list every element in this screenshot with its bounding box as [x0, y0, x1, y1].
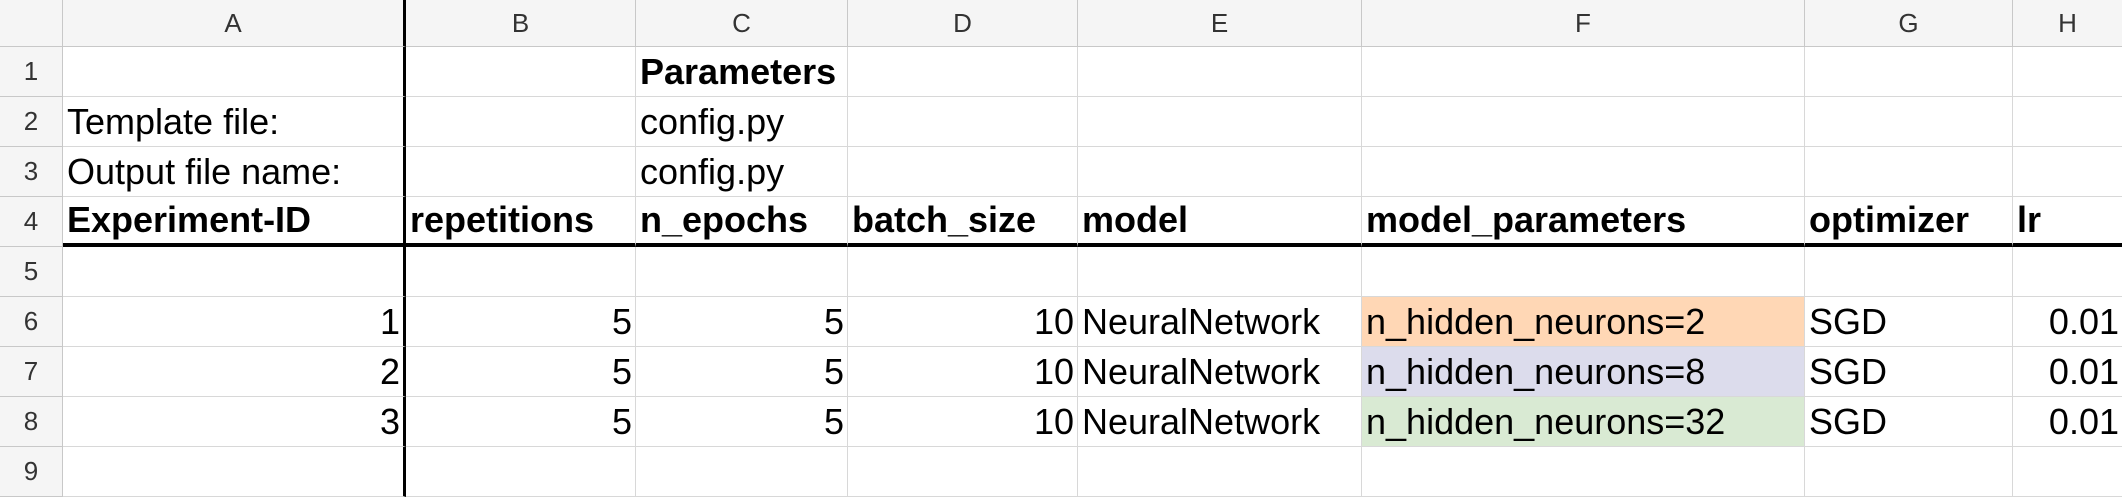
cell-g9[interactable]: [1805, 447, 2013, 497]
cell-f8[interactable]: n_hidden_neurons=32: [1362, 397, 1805, 447]
cell-d9[interactable]: [848, 447, 1078, 497]
cell-b8[interactable]: 5: [406, 397, 636, 447]
cell-b2[interactable]: [406, 97, 636, 147]
cell-h7[interactable]: 0.01: [2013, 347, 2122, 397]
cell-f2[interactable]: [1362, 97, 1805, 147]
cell-g2[interactable]: [1805, 97, 2013, 147]
cell-a1[interactable]: [63, 47, 406, 97]
row-header-6[interactable]: 6: [0, 297, 63, 347]
cell-f4-model-parameters-header[interactable]: model_parameters: [1362, 197, 1805, 247]
cell-c1[interactable]: Parameters: [636, 47, 848, 97]
cell-e1[interactable]: [1078, 47, 1362, 97]
cell-d8[interactable]: 10: [848, 397, 1078, 447]
cell-b3[interactable]: [406, 147, 636, 197]
column-header-d[interactable]: D: [848, 0, 1078, 47]
cell-d6[interactable]: 10: [848, 297, 1078, 347]
cell-f6[interactable]: n_hidden_neurons=2: [1362, 297, 1805, 347]
cell-h5[interactable]: [2013, 247, 2122, 297]
column-header-c[interactable]: C: [636, 0, 848, 47]
cell-a8[interactable]: 3: [63, 397, 406, 447]
cell-c2[interactable]: config.py: [636, 97, 848, 147]
column-header-f[interactable]: F: [1362, 0, 1805, 47]
cell-c7[interactable]: 5: [636, 347, 848, 397]
cell-a7[interactable]: 2: [63, 347, 406, 397]
row-header-9[interactable]: 9: [0, 447, 63, 497]
cell-d2[interactable]: [848, 97, 1078, 147]
cell-b4-repetitions-header[interactable]: repetitions: [406, 197, 636, 247]
cell-c9[interactable]: [636, 447, 848, 497]
cell-h4-lr-header[interactable]: lr: [2013, 197, 2122, 247]
cell-g5[interactable]: [1805, 247, 2013, 297]
cell-h9[interactable]: [2013, 447, 2122, 497]
cell-e5[interactable]: [1078, 247, 1362, 297]
row-header-2[interactable]: 2: [0, 97, 63, 147]
cell-f9[interactable]: [1362, 447, 1805, 497]
row-header-7[interactable]: 7: [0, 347, 63, 397]
cell-e2[interactable]: [1078, 97, 1362, 147]
cell-c4-n-epochs-header[interactable]: n_epochs: [636, 197, 848, 247]
cell-h6[interactable]: 0.01: [2013, 297, 2122, 347]
cell-a5[interactable]: [63, 247, 406, 297]
cell-f7[interactable]: n_hidden_neurons=8: [1362, 347, 1805, 397]
cell-g4-optimizer-header[interactable]: optimizer: [1805, 197, 2013, 247]
cell-e3[interactable]: [1078, 147, 1362, 197]
cell-d4-batch-size-header[interactable]: batch_size: [848, 197, 1078, 247]
row-header-4[interactable]: 4: [0, 197, 63, 247]
cell-f3[interactable]: [1362, 147, 1805, 197]
cell-a2[interactable]: Template file:: [63, 97, 406, 147]
column-header-a[interactable]: A: [63, 0, 406, 47]
cell-b9[interactable]: [406, 447, 636, 497]
cell-c3[interactable]: config.py: [636, 147, 848, 197]
cell-e7[interactable]: NeuralNetwork: [1078, 347, 1362, 397]
cell-e9[interactable]: [1078, 447, 1362, 497]
cell-d1[interactable]: [848, 47, 1078, 97]
cell-h8[interactable]: 0.01: [2013, 397, 2122, 447]
cell-f1[interactable]: [1362, 47, 1805, 97]
cell-b7[interactable]: 5: [406, 347, 636, 397]
cell-c6[interactable]: 5: [636, 297, 848, 347]
cell-d3[interactable]: [848, 147, 1078, 197]
column-header-b[interactable]: B: [406, 0, 636, 47]
cell-h1[interactable]: [2013, 47, 2122, 97]
cell-d5[interactable]: [848, 247, 1078, 297]
cell-g3[interactable]: [1805, 147, 2013, 197]
cell-d7[interactable]: 10: [848, 347, 1078, 397]
cell-f5[interactable]: [1362, 247, 1805, 297]
cell-c8[interactable]: 5: [636, 397, 848, 447]
cell-g6[interactable]: SGD: [1805, 297, 2013, 347]
cell-e8[interactable]: NeuralNetwork: [1078, 397, 1362, 447]
cell-e4-model-header[interactable]: model: [1078, 197, 1362, 247]
cell-h2[interactable]: [2013, 97, 2122, 147]
column-header-e[interactable]: E: [1078, 0, 1362, 47]
cell-g7[interactable]: SGD: [1805, 347, 2013, 397]
cell-c5[interactable]: [636, 247, 848, 297]
select-all-corner[interactable]: [0, 0, 63, 47]
cell-g1[interactable]: [1805, 47, 2013, 97]
cell-a3[interactable]: Output file name:: [63, 147, 406, 197]
cell-e6[interactable]: NeuralNetwork: [1078, 297, 1362, 347]
cell-g8[interactable]: SGD: [1805, 397, 2013, 447]
cell-a4-experiment-id-header[interactable]: Experiment-ID: [63, 197, 406, 247]
row-header-5[interactable]: 5: [0, 247, 63, 297]
column-header-h[interactable]: H: [2013, 0, 2122, 47]
cell-b1[interactable]: [406, 47, 636, 97]
cell-b5[interactable]: [406, 247, 636, 297]
cell-b6[interactable]: 5: [406, 297, 636, 347]
row-header-3[interactable]: 3: [0, 147, 63, 197]
column-header-g[interactable]: G: [1805, 0, 2013, 47]
cell-a9[interactable]: [63, 447, 406, 497]
row-header-1[interactable]: 1: [0, 47, 63, 97]
row-header-8[interactable]: 8: [0, 397, 63, 447]
cell-a6[interactable]: 1: [63, 297, 406, 347]
cell-h3[interactable]: [2013, 147, 2122, 197]
